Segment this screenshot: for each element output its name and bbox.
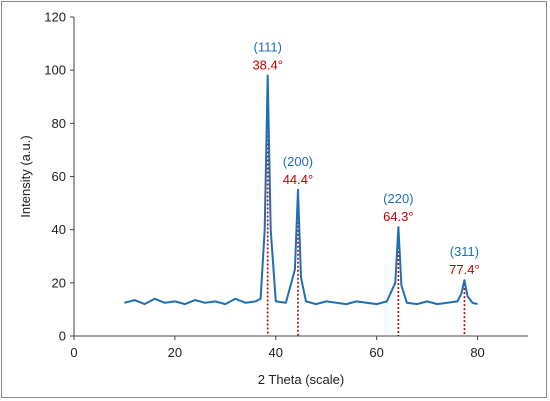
peak-angle-label: 44.4° (283, 172, 314, 187)
x-tick-label: 20 (168, 345, 182, 360)
series-layer (124, 74, 478, 306)
y-axis-label: Intensity (a.u.) (18, 135, 33, 217)
peak-annotations: 38.4° (111) 44.4° (200) 64.3° (220) 77.4° (311) (252, 39, 479, 277)
x-tick-label: 40 (269, 345, 283, 360)
peak-hkl-label: (220) (383, 191, 413, 206)
x-tick-label: 60 (369, 345, 383, 360)
peak-angle-label: 38.4° (252, 57, 283, 72)
series-line (124, 74, 478, 306)
y-tick-label: 40 (52, 222, 66, 237)
y-tick-label: 60 (52, 169, 66, 184)
y-tick-label: 100 (44, 63, 66, 78)
y-tick-label: 120 (44, 10, 66, 25)
peak-angle-label: 77.4° (449, 262, 480, 277)
y-tick-label: 0 (59, 329, 66, 344)
y-tick-label: 20 (52, 275, 66, 290)
x-tick-label: 0 (70, 345, 77, 360)
peak-hkl-label: (200) (283, 154, 313, 169)
axes: 0 20 40 60 80 100 120 0 20 40 60 80 (44, 10, 528, 360)
peak-hkl-label: (111) (253, 39, 281, 54)
peak-hkl-label: (311) (450, 244, 479, 259)
y-tick-label: 80 (52, 116, 66, 131)
x-tick-label: 80 (470, 345, 484, 360)
peak-angle-label: 64.3° (383, 209, 414, 224)
x-axis-label: 2 Theta (scale) (258, 372, 344, 387)
